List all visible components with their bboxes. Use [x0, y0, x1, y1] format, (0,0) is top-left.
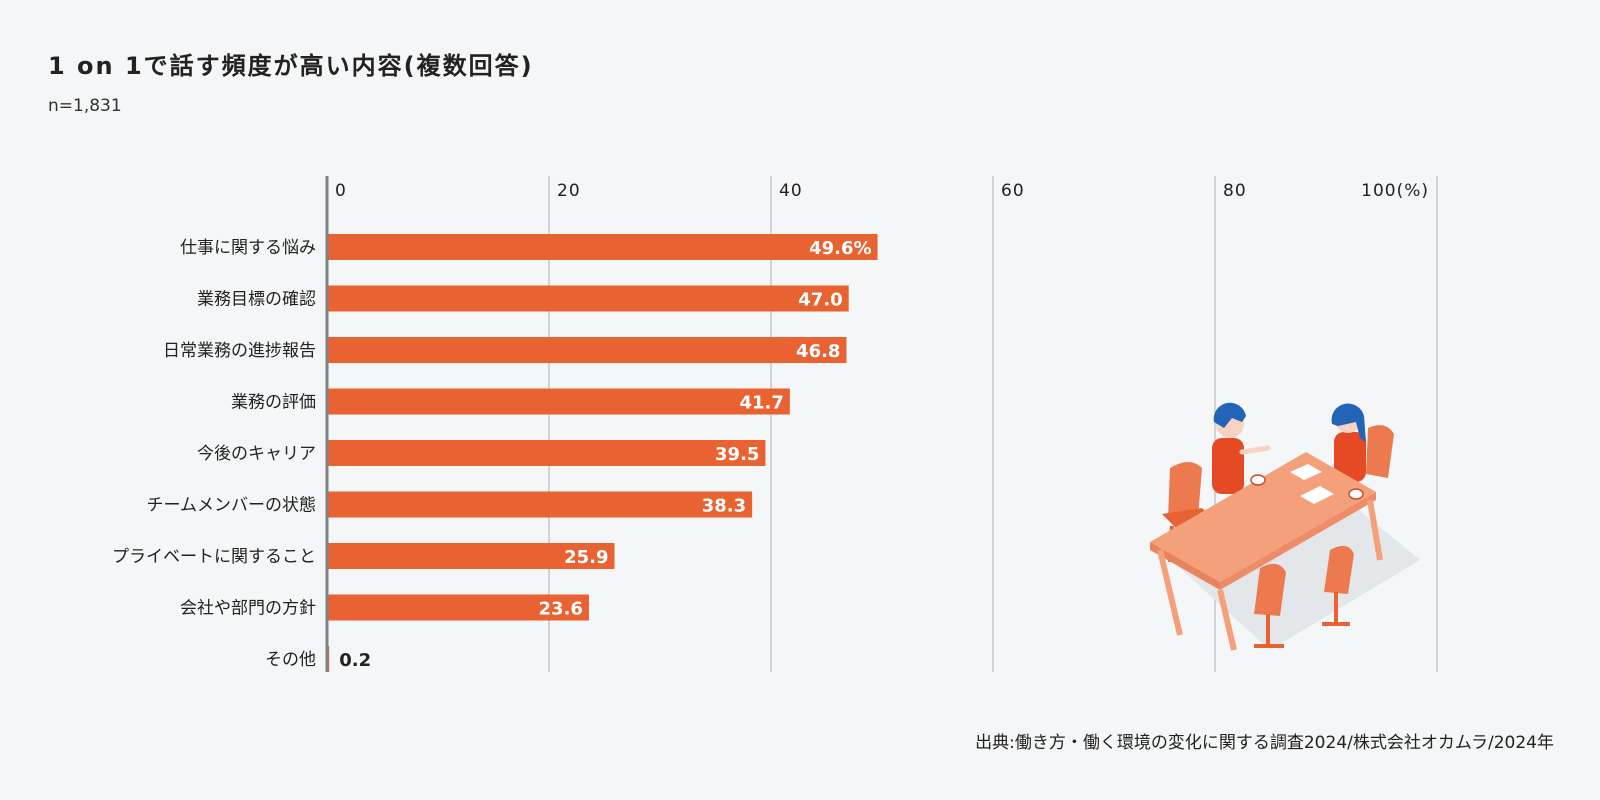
tick-labels: 0 20 40 60 80 100(%)	[335, 181, 1429, 201]
tick-label-60: 60	[1001, 181, 1025, 201]
source-note: 出典:働き方・働く環境の変化に関する調査2024/株式会社オカムラ/2024年	[975, 733, 1554, 753]
tick-label-100: 100(%)	[1361, 181, 1429, 201]
bars	[327, 234, 878, 672]
bar	[327, 440, 766, 466]
value-label: 0.2	[339, 650, 371, 671]
value-label: 25.9	[564, 547, 608, 568]
table-icon	[1150, 452, 1383, 651]
category-label: 会社や部門の方針	[180, 599, 316, 619]
chair-right-icon	[1366, 425, 1394, 478]
bar	[327, 234, 878, 260]
bar	[327, 388, 790, 415]
tick-label-40: 40	[779, 181, 803, 201]
tick-label-20: 20	[557, 181, 581, 201]
person-right-icon	[1331, 403, 1366, 482]
category-label: その他	[265, 650, 316, 670]
value-label: 47.0	[798, 290, 842, 311]
person-left-icon	[1212, 402, 1271, 494]
bar	[327, 491, 753, 518]
sample-size: n=1,831	[48, 96, 122, 116]
value-label: 46.8	[796, 341, 840, 362]
value-label: 38.3	[702, 496, 746, 517]
category-label: プライベートに関すること	[112, 547, 316, 567]
value-label: 49.6%	[809, 238, 871, 259]
meeting-illustration	[1150, 402, 1420, 651]
category-label: 業務の評価	[231, 393, 316, 413]
chair-front-left-icon	[1254, 563, 1286, 648]
category-label: 日常業務の進捗報告	[163, 341, 316, 361]
tick-label-80: 80	[1223, 181, 1247, 201]
value-label: 39.5	[715, 444, 759, 465]
bar	[327, 543, 615, 569]
category-label: 今後のキャリア	[197, 444, 316, 464]
bar	[327, 594, 589, 621]
value-label: 23.6	[539, 599, 583, 620]
category-label: 業務目標の確認	[197, 290, 316, 310]
tick-label-0: 0	[335, 181, 347, 201]
bar	[327, 285, 849, 312]
chart-title: 1 on 1で話す頻度が高い内容(複数回答)	[48, 52, 534, 80]
category-label: チームメンバーの状態	[147, 496, 317, 516]
value-label: 41.7	[739, 393, 783, 414]
category-label: 仕事に関する悩み	[180, 238, 316, 258]
value-labels: 49.6% 47.0 46.8 41.7 39.5 38.3 25.9 23.6 0.2	[339, 238, 871, 671]
bar	[327, 337, 847, 363]
category-labels: 仕事に関する悩み業務目標の確認日常業務の進捗報告業務の評価今後のキャリアチームメ…	[112, 238, 316, 670]
chair-front-right-icon	[1322, 545, 1354, 626]
